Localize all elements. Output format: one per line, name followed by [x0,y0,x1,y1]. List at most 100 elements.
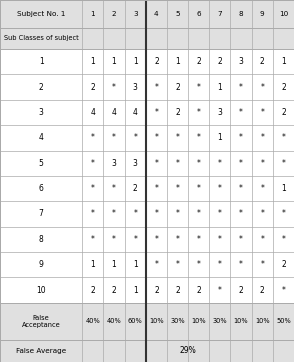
Text: 2: 2 [112,286,116,295]
Text: False
Acceptance: False Acceptance [22,315,61,328]
Bar [125,100,146,125]
Bar [167,277,188,303]
Bar [209,252,230,277]
Bar [230,303,252,340]
Bar [273,100,294,125]
Text: *: * [260,83,264,92]
Bar [230,340,252,362]
Bar [167,28,188,49]
Bar [252,176,273,201]
Text: 10: 10 [279,11,288,17]
Bar [252,252,273,277]
Text: *: * [218,235,222,244]
Bar [0,49,82,75]
Bar [252,28,273,49]
Bar [209,303,230,340]
Bar [230,176,252,201]
Text: 29%: 29% [180,346,196,355]
Text: *: * [154,184,158,193]
Bar [209,277,230,303]
Bar [82,0,103,28]
Text: *: * [133,210,137,218]
Bar [188,176,209,201]
Bar [188,151,209,176]
Text: 2: 2 [154,286,159,295]
Text: 8: 8 [39,235,44,244]
Bar [82,303,103,340]
Text: 50%: 50% [276,318,291,324]
Bar [0,28,82,49]
Bar [103,100,125,125]
Text: *: * [154,133,158,142]
Bar [252,303,273,340]
Bar [82,176,103,201]
Text: 1: 1 [91,260,95,269]
Text: 60%: 60% [128,318,143,324]
Bar [0,227,82,252]
Bar [273,0,294,28]
Bar [188,303,209,340]
Bar [209,125,230,151]
Bar [146,28,167,49]
Bar [209,0,230,28]
Bar [103,49,125,75]
Text: *: * [239,83,243,92]
Bar [0,252,82,277]
Text: 1: 1 [281,184,286,193]
Text: *: * [260,108,264,117]
Text: 40%: 40% [86,318,100,324]
Bar [146,49,167,75]
Bar [0,0,82,28]
Bar [125,340,146,362]
Text: *: * [91,133,95,142]
Text: *: * [260,184,264,193]
Bar [188,252,209,277]
Bar [252,340,273,362]
Bar [146,340,167,362]
Bar [125,252,146,277]
Text: *: * [218,210,222,218]
Text: *: * [197,83,201,92]
Bar [230,227,252,252]
Bar [273,0,294,28]
Bar [230,340,252,362]
Text: *: * [91,235,95,244]
Bar [167,125,188,151]
Bar [188,100,209,125]
Bar [125,28,146,49]
Bar [82,340,103,362]
Bar [230,49,252,75]
Text: Subject No. 1: Subject No. 1 [17,11,65,17]
Bar [188,28,209,49]
Text: *: * [239,159,243,168]
Bar [125,176,146,201]
Bar [125,151,146,176]
Text: 2: 2 [91,286,95,295]
Text: 1: 1 [39,57,44,66]
Text: *: * [218,184,222,193]
Bar [103,176,125,201]
Text: 2: 2 [175,83,180,92]
Text: 10%: 10% [255,318,270,324]
Bar [125,49,146,75]
Bar [103,303,125,340]
Bar [82,49,103,75]
Bar [125,227,146,252]
Bar [146,0,167,28]
Text: 1: 1 [175,57,180,66]
Text: *: * [154,83,158,92]
Text: *: * [260,260,264,269]
Bar [167,340,188,362]
Text: 3: 3 [133,11,138,17]
Bar [252,49,273,75]
Text: 2: 2 [196,57,201,66]
Bar [209,151,230,176]
Bar [273,340,294,362]
Text: 2: 2 [91,83,95,92]
Bar [230,125,252,151]
Text: 10: 10 [36,286,46,295]
Bar [273,75,294,100]
Text: 5: 5 [175,11,180,17]
Bar [0,303,82,340]
Text: *: * [197,235,201,244]
